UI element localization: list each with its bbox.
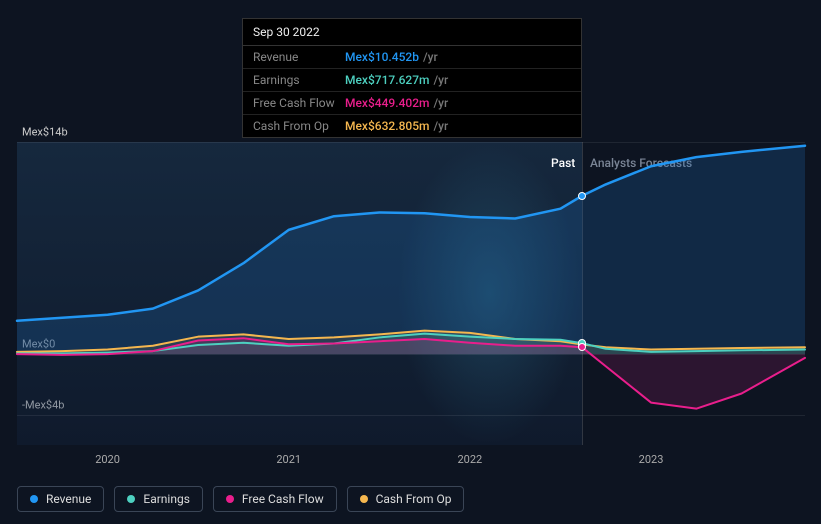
legend-label: Earnings [143, 492, 190, 506]
tooltip-row-value: Mex$632.805m/yr [345, 119, 448, 133]
tooltip-row-label: Cash From Op [253, 119, 345, 133]
tooltip-row-value: Mex$10.452b/yr [345, 50, 438, 64]
tooltip-row-value: Mex$449.402m/yr [345, 96, 448, 110]
legend-item[interactable]: Cash From Op [347, 486, 465, 512]
legend-dot-icon [226, 495, 234, 503]
tooltip-row-unit: /yr [423, 50, 438, 64]
tooltip-row-unit: /yr [434, 73, 449, 87]
x-axis-label: 2023 [639, 453, 664, 466]
hover-marker [578, 192, 586, 200]
legend-item[interactable]: Revenue [17, 486, 104, 512]
series-fill [17, 146, 805, 354]
legend-dot-icon [30, 495, 38, 503]
tooltip-row: Cash From OpMex$632.805m/yr [243, 115, 581, 137]
chart-legend: Revenue Earnings Free Cash Flow Cash From O… [17, 486, 464, 512]
legend-label: Free Cash Flow [242, 492, 324, 506]
tooltip-row-value: Mex$717.627m/yr [345, 73, 448, 87]
y-axis-label: Mex$14b [22, 126, 68, 139]
tooltip-date: Sep 30 2022 [243, 19, 581, 46]
hover-marker [578, 343, 586, 351]
x-axis-label: 2021 [276, 453, 301, 466]
tooltip-row: EarningsMex$717.627m/yr [243, 69, 581, 92]
legend-dot-icon [360, 495, 368, 503]
tooltip-row-label: Free Cash Flow [253, 96, 345, 110]
tooltip-row-label: Earnings [253, 73, 345, 87]
tooltip-row: Free Cash FlowMex$449.402m/yr [243, 92, 581, 115]
legend-item[interactable]: Free Cash Flow [213, 486, 337, 512]
legend-label: Cash From Op [376, 492, 452, 506]
x-axis-label: 2022 [457, 453, 482, 466]
tooltip-row-unit: /yr [434, 119, 449, 133]
chart-svg [17, 142, 805, 445]
hover-tooltip: Sep 30 2022 RevenueMex$10.452b/yrEarning… [242, 18, 582, 138]
legend-dot-icon [127, 495, 135, 503]
tooltip-row: RevenueMex$10.452b/yr [243, 46, 581, 69]
legend-label: Revenue [46, 492, 91, 506]
tooltip-row-label: Revenue [253, 50, 345, 64]
legend-item[interactable]: Earnings [114, 486, 203, 512]
earnings-revenue-chart[interactable]: Past Analysts Forecasts [17, 142, 805, 445]
x-axis-label: 2020 [95, 453, 120, 466]
tooltip-row-unit: /yr [434, 96, 449, 110]
